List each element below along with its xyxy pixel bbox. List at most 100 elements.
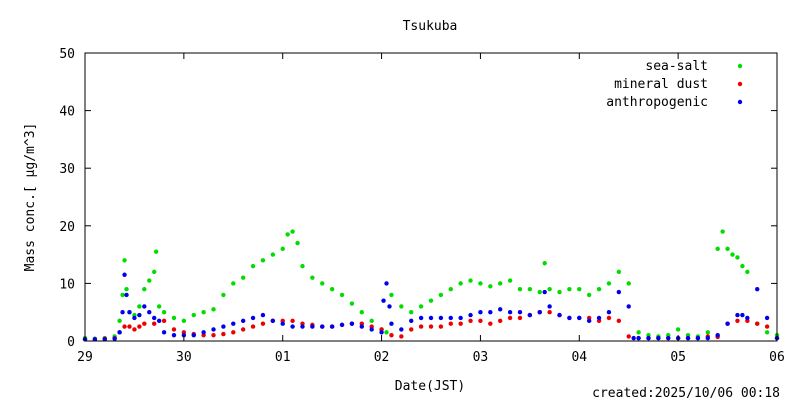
y-tick-label: 50 [59, 47, 75, 62]
data-point [468, 278, 473, 283]
data-point [161, 310, 167, 315]
data-point [720, 229, 725, 234]
data-point [616, 269, 622, 275]
data-point [122, 272, 127, 277]
data-point [300, 324, 305, 329]
data-point [399, 304, 404, 309]
data-point [250, 324, 256, 329]
x-tick-label: 29 [77, 350, 93, 365]
data-point [764, 324, 770, 329]
data-point [320, 281, 325, 286]
data-point [384, 281, 389, 286]
data-point [221, 292, 226, 298]
data-point [517, 286, 523, 292]
data-point [458, 315, 463, 321]
data-point [468, 312, 473, 318]
data-point [755, 286, 760, 292]
data-point [359, 310, 364, 315]
data-point [132, 327, 137, 332]
data-point [137, 324, 142, 329]
data-point [231, 330, 236, 335]
data-point [142, 286, 147, 292]
data-point [715, 333, 720, 338]
data-point [211, 333, 216, 338]
data-point [626, 334, 631, 339]
data-point [542, 261, 547, 266]
data-point [122, 324, 127, 329]
data-point [132, 315, 137, 321]
data-point [764, 315, 770, 321]
data-point [438, 324, 444, 329]
data-point [147, 310, 152, 315]
data-point [735, 312, 740, 318]
data-point [428, 315, 434, 321]
data-point [147, 278, 152, 283]
y-tick-label: 40 [59, 105, 75, 120]
data-point [171, 333, 177, 338]
data-point [428, 298, 434, 303]
data-point [310, 324, 315, 329]
data-point [448, 321, 453, 326]
data-point [280, 246, 285, 252]
data-point [586, 292, 592, 298]
data-point [557, 312, 562, 318]
data-point [488, 321, 493, 326]
data-point [156, 304, 162, 309]
data-point [181, 318, 187, 324]
data-point [349, 301, 355, 306]
data-point [300, 263, 305, 269]
data-point [122, 258, 127, 263]
data-point [369, 318, 374, 324]
series-anthropogenic [82, 272, 780, 342]
data-point [646, 335, 651, 341]
data-point [626, 281, 631, 286]
data-point [161, 318, 167, 324]
data-point [191, 333, 196, 338]
data-point [120, 292, 125, 298]
y-tick-label: 30 [59, 162, 75, 177]
data-point [290, 318, 295, 324]
data-point [156, 318, 162, 324]
y-tick-label: 10 [59, 277, 75, 292]
x-tick-label: 30 [176, 350, 192, 365]
data-point [329, 286, 335, 292]
data-point [537, 289, 542, 295]
x-tick-label: 04 [571, 350, 587, 365]
data-point [606, 310, 612, 315]
data-point [606, 315, 612, 321]
x-axis-label: Date(JST) [395, 379, 465, 394]
data-point [231, 321, 236, 326]
data-point [201, 310, 206, 315]
legend-label: sea-salt [645, 59, 708, 74]
data-point [399, 334, 404, 339]
data-point [567, 315, 572, 321]
data-point [418, 324, 424, 329]
data-point [260, 258, 266, 263]
data-point [260, 321, 266, 326]
data-point [381, 298, 386, 303]
data-point [478, 318, 483, 324]
data-point [557, 289, 562, 295]
data-point [240, 318, 246, 324]
data-point [458, 321, 463, 326]
data-point [507, 315, 513, 321]
x-tick-label: 01 [275, 350, 291, 365]
data-point [764, 330, 770, 335]
data-point [349, 321, 355, 326]
y-tick-label: 0 [67, 335, 75, 350]
data-point [290, 324, 295, 329]
data-point [379, 330, 384, 335]
data-point [567, 286, 572, 292]
data-point [547, 286, 552, 292]
data-point [755, 321, 760, 326]
data-point [250, 315, 256, 321]
plot-points [82, 229, 780, 342]
data-point [369, 327, 374, 332]
data-point [409, 318, 414, 324]
data-point [117, 330, 122, 335]
data-point [142, 304, 147, 309]
data-point [201, 330, 206, 335]
data-point [339, 292, 345, 298]
data-point [127, 310, 132, 315]
